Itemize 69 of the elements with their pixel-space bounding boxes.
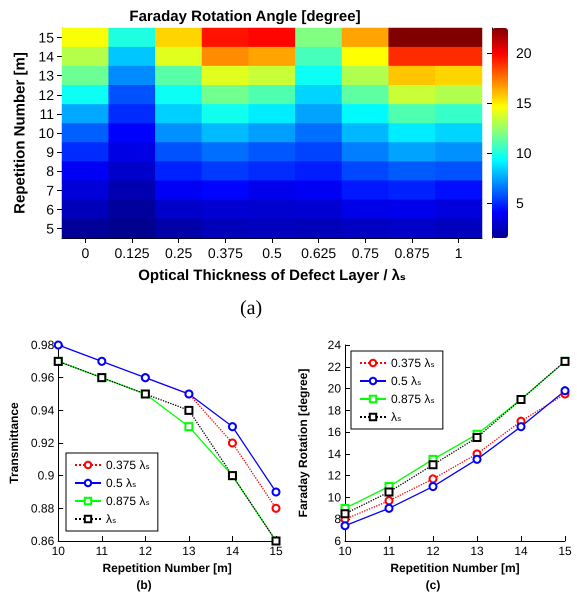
x-tick-label: 13 [182, 544, 196, 558]
x-tick-label: 0 [81, 245, 90, 261]
x-tick-label: 0.625 [301, 245, 336, 261]
y-tick-label: 20 [328, 382, 342, 396]
y-tick-label: 12 [328, 468, 342, 483]
legend-label: 0.5 λₛ [106, 476, 136, 490]
y-axis-title: Faraday Rotation [degree] [296, 368, 310, 518]
color-bar-label: 5 [516, 195, 524, 211]
x-axis-title: Repetition Number [m] [102, 560, 232, 575]
x-tick-label: 0.5 [262, 245, 282, 261]
y-tick-label: 9 [46, 144, 54, 160]
text: (c) [426, 578, 440, 592]
y-tick-label: 24 [328, 338, 342, 352]
y-tick-label: 7 [46, 182, 54, 198]
x-tick-label: 14 [226, 544, 240, 558]
x-tick-label: 1 [454, 245, 463, 261]
x-tick-label: 12 [138, 544, 152, 558]
y-tick-label: 5 [46, 220, 54, 236]
x-tick-label: 0.125 [114, 245, 150, 261]
x-tick-label: 11 [382, 544, 396, 558]
y-tick-label: 15 [38, 30, 54, 46]
y-tick-label: 0.88 [30, 501, 55, 516]
x-tick-label: 13 [470, 544, 484, 558]
legend-label: 0.875 λₛ [106, 494, 150, 508]
y-axis-title: Repetition Number [m] [12, 52, 29, 214]
x-tick-label: 0.25 [165, 245, 193, 261]
y-tick-label: 6 [46, 201, 54, 218]
legend-label: 0.875 λₛ [391, 392, 435, 406]
x-tick-label: 0.875 [394, 245, 430, 261]
y-tick-label: 0.98 [30, 338, 55, 352]
y-tick-label: 18 [328, 403, 342, 418]
legend-label: 0.375 λₛ [391, 356, 435, 370]
y-tick-label: 6 [334, 534, 342, 548]
color-bar-label: 15 [516, 95, 532, 111]
chart-title: Faraday Rotation Angle [degree] [129, 8, 361, 25]
x-tick-label: 15 [558, 544, 572, 558]
legend-label: 0.375 λₛ [106, 458, 150, 472]
y-tick-label: 10 [38, 125, 54, 141]
x-tick-label: 15 [269, 544, 283, 558]
y-tick-label: 14 [38, 48, 54, 65]
y-tick-label: 0.96 [30, 370, 55, 385]
x-tick-label: 0.75 [352, 245, 380, 261]
x-axis-title: Repetition Number [m] [390, 560, 520, 575]
legend-label: 0.5 λₛ [391, 374, 422, 388]
y-tick-label: 8 [46, 163, 54, 180]
y-tick-label: 14 [328, 446, 342, 461]
legend-label: λₛ [391, 410, 402, 424]
y-tick-label: 22 [328, 360, 342, 374]
y-tick-label: 0.92 [30, 436, 55, 450]
x-axis-title: Optical Thickness of Defect Layer / λₛ [138, 267, 406, 284]
y-tick-label: 16 [328, 425, 342, 440]
color-bar-label: 20 [516, 45, 532, 61]
x-tick-label: 12 [426, 544, 440, 558]
y-tick-label: 0.9 [38, 468, 55, 483]
y-tick-label: 0.94 [30, 403, 55, 418]
y-axis-title: Transmittance [7, 402, 21, 484]
legend-label: λₛ [106, 512, 116, 526]
x-tick-label: 14 [514, 544, 528, 558]
y-tick-label: 0.86 [30, 534, 55, 548]
text: (a) [240, 297, 262, 319]
y-tick-label: 11 [39, 106, 54, 122]
text: (b) [136, 578, 152, 592]
y-tick-label: 8 [334, 512, 342, 526]
y-tick-label: 13 [38, 68, 54, 84]
x-tick-label: 0.375 [208, 245, 244, 261]
x-tick-label: 11 [96, 544, 108, 558]
y-tick-label: 10 [328, 490, 342, 504]
y-tick-label: 12 [38, 86, 54, 103]
color-bar-label: 10 [516, 145, 532, 161]
